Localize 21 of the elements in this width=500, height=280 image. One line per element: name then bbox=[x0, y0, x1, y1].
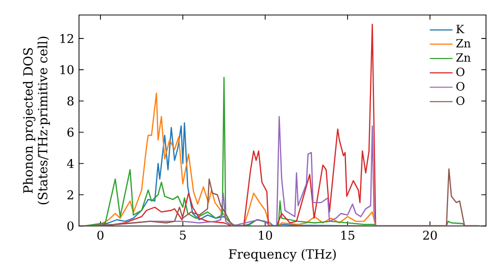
legend-label: Zn bbox=[456, 53, 471, 62]
x-tick-label: 20 bbox=[423, 230, 437, 240]
line-series bbox=[83, 168, 480, 226]
x-tick-label: 5 bbox=[180, 230, 186, 240]
y-tick-label: 4 bbox=[67, 159, 74, 168]
x-tick-label: 0 bbox=[97, 230, 104, 240]
legend-label: O bbox=[456, 96, 464, 106]
y-tick-label: 8 bbox=[67, 96, 74, 106]
y-tick-label: 6 bbox=[67, 128, 74, 137]
x-tick-label: 10 bbox=[259, 230, 272, 240]
legend-label: Zn bbox=[456, 39, 471, 48]
x-axis-title: Frequency (THz) bbox=[228, 248, 336, 262]
legend-label: K bbox=[456, 24, 464, 34]
y-tick-label: 0 bbox=[67, 221, 74, 231]
y-axis-title: Phonon projected DOS (States/THz·primitive cell) bbox=[22, 36, 50, 204]
y-tick-label: 10 bbox=[60, 65, 74, 74]
legend-label: O bbox=[456, 82, 464, 91]
y-tick-label: 2 bbox=[67, 190, 74, 200]
legend-label: O bbox=[456, 68, 464, 76]
y-tick-label: 12 bbox=[60, 34, 74, 43]
x-tick-label: 15 bbox=[341, 230, 354, 240]
